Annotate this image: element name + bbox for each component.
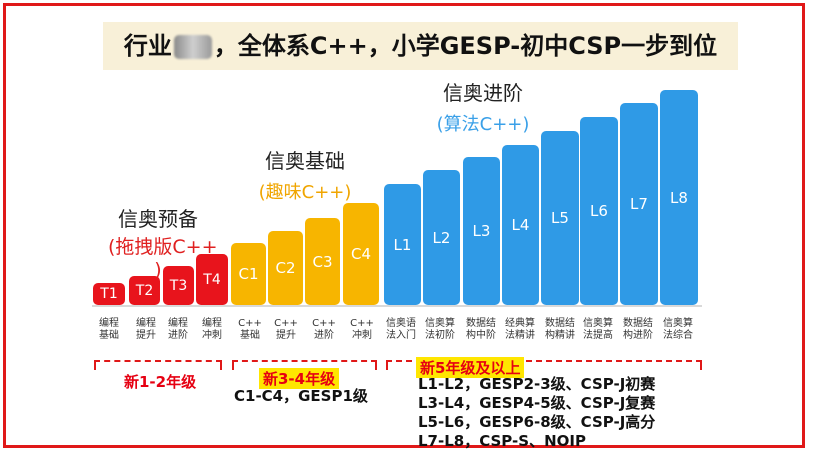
bar-c4: C4 <box>343 203 379 305</box>
divider-g12 <box>94 360 222 362</box>
sublabel-line: C++ <box>274 318 298 329</box>
divider-g34-left <box>232 360 234 370</box>
bar-l4: L4 <box>502 145 539 305</box>
bar-sublabel-c2: C++ 提升 <box>266 318 306 342</box>
sublabel-line: 法初阶 <box>425 330 455 341</box>
sublabel-line: 编程 <box>99 318 119 329</box>
baseline <box>92 305 702 307</box>
divider-g12-left <box>94 360 96 370</box>
bar-l2: L2 <box>423 170 460 305</box>
red-frame <box>3 3 805 448</box>
sublabel-line: 信奥算 <box>583 318 613 329</box>
sublabel-line: 法综合 <box>663 330 693 341</box>
bar-sublabel-l6: 信奥算 法提高 <box>578 318 618 342</box>
note-line: L7-L8，CSP-S、NOIP <box>418 432 586 450</box>
bar-sublabel-l5: 数据结 构精讲 <box>540 318 580 342</box>
sublabel-line: 进阶 <box>168 330 188 341</box>
banner-title-end: ，全体系C++，小学GESP-初中CSP一步到位 <box>213 32 718 60</box>
bar-sublabel-t2: 编程 提升 <box>126 318 166 342</box>
bar-l5: L5 <box>541 131 579 305</box>
tier-prep-subtitle-close: ) <box>154 259 162 281</box>
sublabel-line: 提升 <box>276 330 296 341</box>
sublabel-line: C++ <box>238 318 262 329</box>
badge-grade-3-4: 新3-4年级 <box>259 368 340 389</box>
tier-prep-title: 信奥预备 <box>118 207 198 231</box>
sublabel-line: 进阶 <box>314 330 334 341</box>
grade-5-up-notes: L1-L2，GESP2-3级、CSP-J初赛 L3-L4，GESP4-5级、CS… <box>418 375 655 451</box>
bar-sublabel-t4: 编程 冲刺 <box>192 318 232 342</box>
note-line: L3-L4，GESP4-5级、CSP-J复赛 <box>418 394 656 412</box>
tier-prep: 信奥预备 (拖拽版C++ ) <box>108 203 218 281</box>
banner-title-start: 行业 <box>123 32 172 60</box>
sublabel-line: 基础 <box>240 330 260 341</box>
note-grade-3-4: C1-C4，GESP1级 <box>234 387 368 405</box>
divider-g5-left <box>386 360 388 370</box>
tier-basic-subtitle: (趣味C++) <box>258 182 352 203</box>
bar-sublabel-c1: C++ 基础 <box>230 318 270 342</box>
note-line: L5-L6，GESP6-8级、CSP-J高分 <box>418 413 656 431</box>
blurred-text <box>173 35 212 59</box>
sublabel-line: 经典算 <box>505 318 535 329</box>
sublabel-line: 冲刺 <box>352 330 372 341</box>
sublabel-line: 提升 <box>136 330 156 341</box>
sublabel-line: 构中阶 <box>466 330 496 341</box>
bar-l3: L3 <box>463 157 500 305</box>
sublabel-line: 冲刺 <box>202 330 222 341</box>
banner-title: 行业 ，全体系C++，小学GESP-初中CSP一步到位 <box>103 22 738 70</box>
sublabel-line: 构精讲 <box>545 330 575 341</box>
bar-sublabel-l4: 经典算 法精讲 <box>500 318 540 342</box>
bar-sublabel-l8: 信奥算 法综合 <box>658 318 698 342</box>
divider-g12-right <box>220 360 222 370</box>
sublabel-line: C++ <box>350 318 374 329</box>
tier-advanced-subtitle: (算法C++) <box>436 114 530 135</box>
divider-g34-right <box>375 360 377 370</box>
bar-l8: L8 <box>660 90 698 305</box>
bar-t2: T2 <box>129 276 160 305</box>
sublabel-line: 编程 <box>202 318 222 329</box>
bar-sublabel-l2: 信奥算 法初阶 <box>420 318 460 342</box>
bar-t4: T4 <box>196 254 228 305</box>
bar-sublabel-c4: C++ 冲刺 <box>342 318 382 342</box>
bar-t3: T3 <box>163 266 194 305</box>
sublabel-line: 法提高 <box>583 330 613 341</box>
sublabel-line: 法入门 <box>386 330 416 341</box>
sublabel-line: 数据结 <box>623 318 653 329</box>
sublabel-line: 法精讲 <box>505 330 535 341</box>
divider-g5 <box>386 360 702 362</box>
bar-t1: T1 <box>93 283 125 305</box>
bar-l7: L7 <box>620 103 658 305</box>
sublabel-line: 编程 <box>136 318 156 329</box>
divider-g34 <box>232 360 377 362</box>
tier-basic-title: 信奥基础 <box>265 149 345 173</box>
note-line: L1-L2，GESP2-3级、CSP-J初赛 <box>418 375 656 393</box>
bar-sublabel-t1: 编程 基础 <box>89 318 129 342</box>
bar-sublabel-t3: 编程 进阶 <box>158 318 198 342</box>
tier-advanced-title: 信奥进阶 <box>443 81 523 105</box>
bar-sublabel-l7: 数据结 构进阶 <box>618 318 658 342</box>
tier-advanced: 信奥进阶 (算法C++) <box>428 77 538 136</box>
bar-l6: L6 <box>580 117 618 305</box>
tier-prep-subtitle: (拖拽版C++ <box>108 236 218 258</box>
bar-sublabel-c3: C++ 进阶 <box>304 318 344 342</box>
sublabel-line: 基础 <box>99 330 119 341</box>
sublabel-line: 编程 <box>168 318 188 329</box>
tier-basic: 信奥基础 (趣味C++) <box>250 145 360 204</box>
sublabel-line: 信奥语 <box>386 318 416 329</box>
sublabel-line: 构进阶 <box>623 330 653 341</box>
bar-l1: L1 <box>384 184 421 305</box>
divider-g5-right <box>700 360 702 370</box>
sublabel-line: C++ <box>312 318 336 329</box>
badge-grade-5-up: 新5年级及以上 <box>416 357 525 378</box>
sublabel-line: 信奥算 <box>663 318 693 329</box>
bar-c1: C1 <box>231 243 266 305</box>
bar-sublabel-l1: 信奥语 法入门 <box>381 318 421 342</box>
bar-sublabel-l3: 数据结 构中阶 <box>461 318 501 342</box>
sublabel-line: 信奥算 <box>425 318 455 329</box>
bar-c3: C3 <box>305 218 340 305</box>
bar-c2: C2 <box>268 231 303 305</box>
sublabel-line: 数据结 <box>545 318 575 329</box>
badge-grade-1-2: 新1-2年级 <box>124 373 197 391</box>
sublabel-line: 数据结 <box>466 318 496 329</box>
